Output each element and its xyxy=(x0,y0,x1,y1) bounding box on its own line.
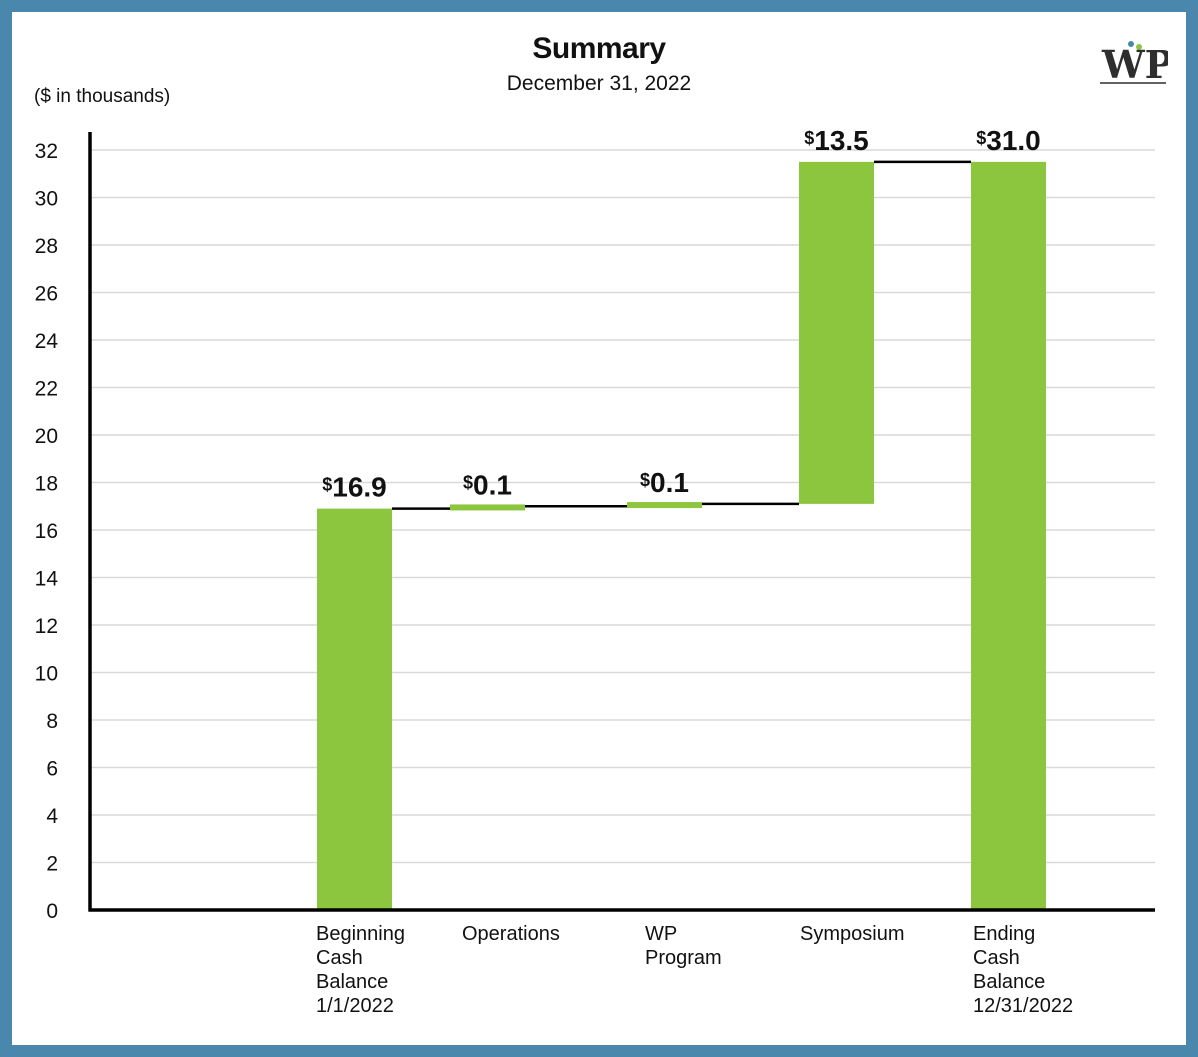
wp-logo: WP xyxy=(1100,41,1168,86)
bar-data-label: $0.1 xyxy=(640,467,689,498)
y-tick-label: 12 xyxy=(35,615,58,638)
bar-data-label: $16.9 xyxy=(322,472,387,503)
bar-data-label: $0.1 xyxy=(463,469,512,500)
y-tick-label: 30 xyxy=(35,188,58,211)
y-tick-label: 0 xyxy=(46,900,58,923)
x-category-label: Operations xyxy=(462,923,560,945)
y-tick-label: 14 xyxy=(35,568,59,591)
y-tick-label: 2 xyxy=(46,853,58,876)
y-tick-label: 26 xyxy=(35,283,58,306)
y-tick-label: 22 xyxy=(35,378,58,401)
y-tick-label: 16 xyxy=(35,520,58,543)
y-tick-label: 6 xyxy=(46,758,58,781)
bar xyxy=(317,508,392,910)
bar-data-label: $31.0 xyxy=(976,125,1041,156)
y-tick-label: 18 xyxy=(35,473,58,496)
bar xyxy=(450,504,525,511)
bar xyxy=(971,161,1046,910)
bar-data-label: $13.5 xyxy=(804,125,869,156)
chart-title: Summary xyxy=(532,32,666,65)
bar xyxy=(799,161,874,504)
y-axis-unit-label: ($ in thousands) xyxy=(34,86,171,107)
x-category-label: Symposium xyxy=(800,923,905,945)
logo-wordmark: WP xyxy=(1101,42,1168,86)
y-tick-label: 10 xyxy=(35,663,58,686)
y-tick-label: 8 xyxy=(46,710,58,733)
y-tick-label: 20 xyxy=(35,425,58,448)
x-category-label: Ending Cash Balance 12/31/2022 xyxy=(973,923,1074,1017)
chart-subtitle: December 31, 2022 xyxy=(506,72,692,95)
y-tick-label: 24 xyxy=(35,330,59,353)
x-category-label: Beginning Cash Balance 1/1/2022 xyxy=(316,923,405,1017)
y-tick-label: 28 xyxy=(35,235,58,258)
bar xyxy=(627,502,702,509)
y-tick-label: 32 xyxy=(35,140,58,163)
x-category-label: WP Program xyxy=(645,923,722,969)
y-tick-label: 4 xyxy=(46,805,58,828)
